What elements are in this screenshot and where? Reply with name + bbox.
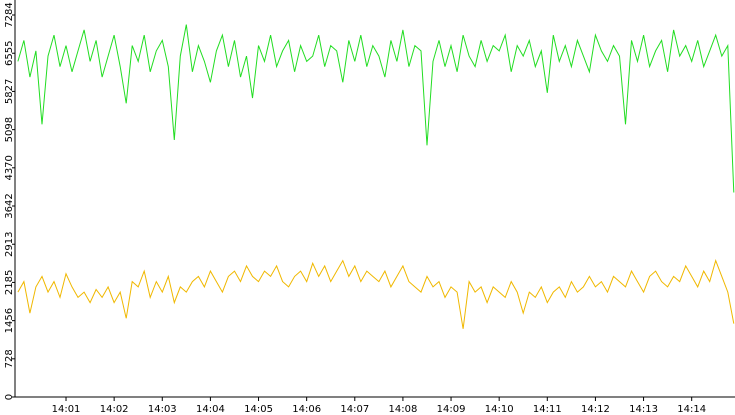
x-tick-label: 14:01: [52, 404, 81, 415]
series-line: [17, 24, 735, 193]
y-tick-label: 6555: [4, 41, 15, 66]
y-tick-label: 0: [4, 394, 15, 400]
x-tick-label: 14:05: [244, 404, 273, 415]
x-tick-label: 14:03: [148, 404, 177, 415]
x-tick-label: 14:09: [437, 404, 466, 415]
y-tick-label: 7284: [4, 2, 15, 27]
x-tick-label: 14:13: [629, 404, 658, 415]
x-tick-label: 14:04: [196, 404, 225, 415]
y-tick-label: 2913: [4, 232, 15, 257]
x-tick-label: 14:12: [581, 404, 610, 415]
x-tick-label: 14:06: [292, 404, 321, 415]
y-tick-label: 3642: [4, 193, 15, 218]
x-tick-label: 14:10: [485, 404, 514, 415]
x-tick-label: 14:02: [100, 404, 129, 415]
x-tick-label: 14:08: [389, 404, 418, 415]
y-tick-label: 1456: [4, 308, 15, 333]
x-tick-label: 14:07: [340, 404, 369, 415]
y-tick-label: 5827: [4, 79, 15, 104]
series-line: [17, 259, 735, 329]
x-tick-label: 14:11: [533, 404, 562, 415]
y-tick-label: 4370: [4, 155, 15, 180]
y-tick-label: 5098: [4, 117, 15, 142]
y-tick-label: 728: [4, 349, 15, 368]
y-tick-label: 2185: [4, 270, 15, 295]
x-tick-label: 14:14: [677, 404, 706, 415]
